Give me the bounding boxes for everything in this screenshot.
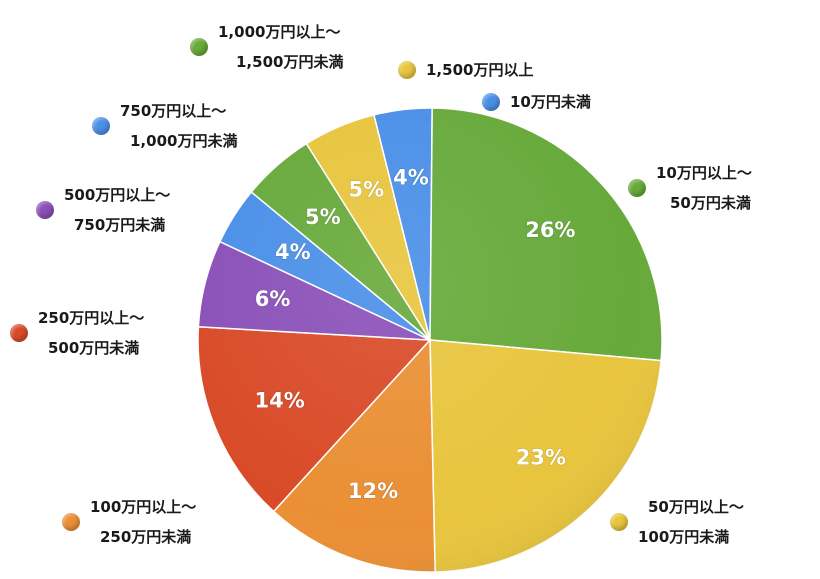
legend-dot bbox=[36, 201, 54, 219]
legend-label: 500万円以上〜 750万円未満 bbox=[64, 186, 171, 234]
legend-label: 1,500万円以上 bbox=[426, 61, 534, 79]
pie-percent-label-1: 26% bbox=[525, 218, 575, 242]
legend-label: 1,000万円以上〜 1,500万円未満 bbox=[218, 23, 344, 71]
legend-dot bbox=[10, 324, 28, 342]
legend-dot bbox=[610, 513, 628, 531]
legend-label: 100万円以上〜 250万円未満 bbox=[90, 498, 197, 546]
legend-dot bbox=[190, 38, 208, 56]
pie-percent-label-7: 5% bbox=[305, 205, 341, 229]
pie-percent-label-4: 14% bbox=[254, 388, 304, 412]
pie-percent-label-3: 12% bbox=[348, 479, 398, 503]
legend-label: 10万円未満 bbox=[510, 93, 591, 111]
legend-item-750man-1000man: 750万円以上〜 1,000万円未満 bbox=[92, 96, 237, 156]
pie-percent-label-0: 4% bbox=[393, 166, 429, 190]
legend-dot bbox=[482, 93, 500, 111]
legend-item-1000man-1500man: 1,000万円以上〜 1,500万円未満 bbox=[190, 17, 343, 77]
legend-label: 10万円以上〜 50万円未満 bbox=[656, 164, 752, 212]
legend-item-10man-50man: 10万円以上〜 50万円未満 bbox=[628, 158, 752, 218]
legend-label: 750万円以上〜 1,000万円未満 bbox=[120, 102, 238, 150]
legend-dot bbox=[628, 179, 646, 197]
legend-dot bbox=[398, 61, 416, 79]
legend-item-100man-250man: 100万円以上〜 250万円未満 bbox=[62, 492, 196, 552]
pie-percent-label-6: 4% bbox=[275, 240, 311, 264]
legend-item-10man-miman: 10万円未満 bbox=[482, 87, 591, 117]
pie-percent-label-2: 23% bbox=[516, 446, 566, 470]
legend-item-50man-100man: 50万円以上〜 100万円未満 bbox=[610, 492, 744, 552]
legend-dot bbox=[92, 117, 110, 135]
legend-item-250man-500man: 250万円以上〜 500万円未満 bbox=[10, 303, 144, 363]
pie-percent-label-8: 5% bbox=[348, 178, 384, 202]
legend-item-500man-750man: 500万円以上〜 750万円未満 bbox=[36, 180, 170, 240]
pie-percent-label-5: 6% bbox=[255, 287, 291, 311]
legend-item-1500man-ijou: 1,500万円以上 bbox=[398, 55, 533, 85]
legend-label: 250万円以上〜 500万円未満 bbox=[38, 309, 145, 357]
legend-label: 50万円以上〜 100万円未満 bbox=[638, 498, 744, 546]
legend-dot bbox=[62, 513, 80, 531]
